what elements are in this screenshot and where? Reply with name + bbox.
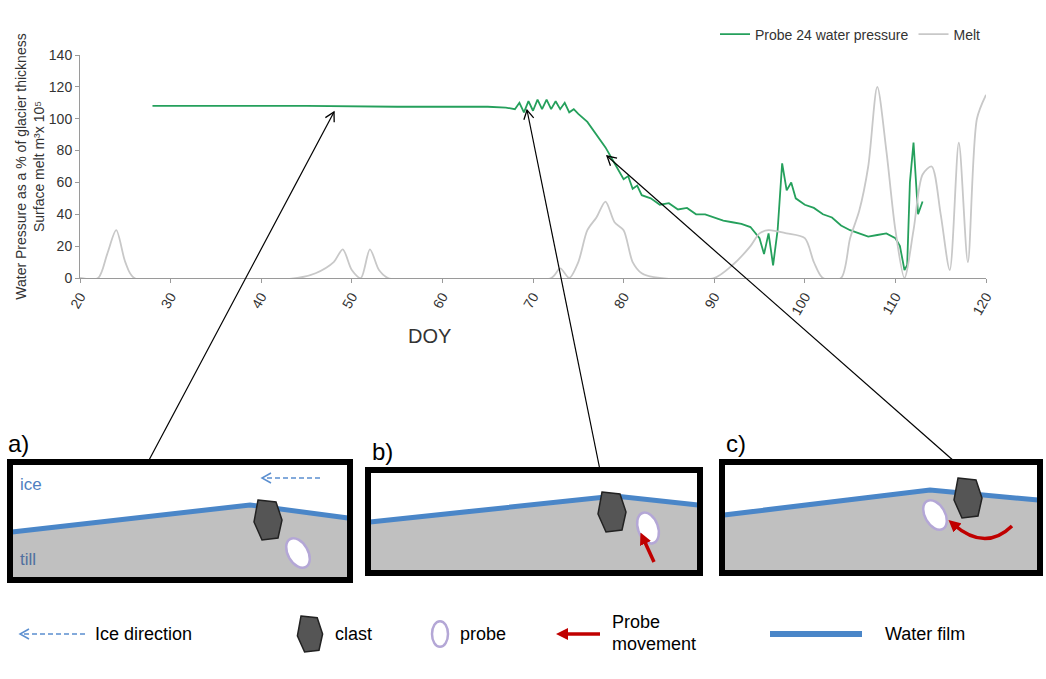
svg-text:Ice direction: Ice direction bbox=[95, 624, 192, 644]
svg-text:50: 50 bbox=[339, 290, 361, 312]
svg-text:clast: clast bbox=[335, 624, 372, 644]
svg-text:80: 80 bbox=[57, 142, 73, 158]
svg-text:c): c) bbox=[726, 430, 746, 457]
svg-text:100: 100 bbox=[788, 290, 814, 318]
svg-text:Water film: Water film bbox=[885, 624, 965, 644]
svg-text:100: 100 bbox=[49, 111, 73, 127]
svg-text:40: 40 bbox=[248, 290, 270, 312]
svg-text:110: 110 bbox=[879, 290, 904, 318]
svg-text:20: 20 bbox=[67, 290, 89, 312]
svg-text:a): a) bbox=[8, 430, 29, 457]
svg-text:140: 140 bbox=[49, 47, 73, 63]
svg-text:20: 20 bbox=[57, 238, 73, 254]
svg-text:60: 60 bbox=[57, 174, 73, 190]
svg-text:90: 90 bbox=[701, 290, 723, 312]
svg-text:40: 40 bbox=[57, 206, 73, 222]
svg-text:70: 70 bbox=[520, 290, 542, 312]
svg-text:0: 0 bbox=[64, 270, 72, 286]
svg-text:80: 80 bbox=[611, 290, 633, 312]
svg-text:till: till bbox=[20, 550, 36, 569]
svg-text:Water Pressure as a % of glaci: Water Pressure as a % of glacier thickne… bbox=[13, 33, 47, 299]
svg-text:60: 60 bbox=[429, 290, 451, 312]
svg-text:Probe 24 water pressure: Probe 24 water pressure bbox=[755, 27, 909, 43]
svg-text:120: 120 bbox=[969, 290, 995, 318]
svg-text:Melt: Melt bbox=[954, 27, 981, 43]
svg-text:b): b) bbox=[372, 438, 393, 465]
svg-text:probe: probe bbox=[460, 624, 506, 644]
svg-text:120: 120 bbox=[49, 79, 73, 95]
svg-text:Probemovement: Probemovement bbox=[612, 612, 696, 654]
svg-text:ice: ice bbox=[20, 475, 42, 494]
svg-text:DOY: DOY bbox=[408, 325, 451, 347]
svg-text:30: 30 bbox=[158, 290, 180, 312]
